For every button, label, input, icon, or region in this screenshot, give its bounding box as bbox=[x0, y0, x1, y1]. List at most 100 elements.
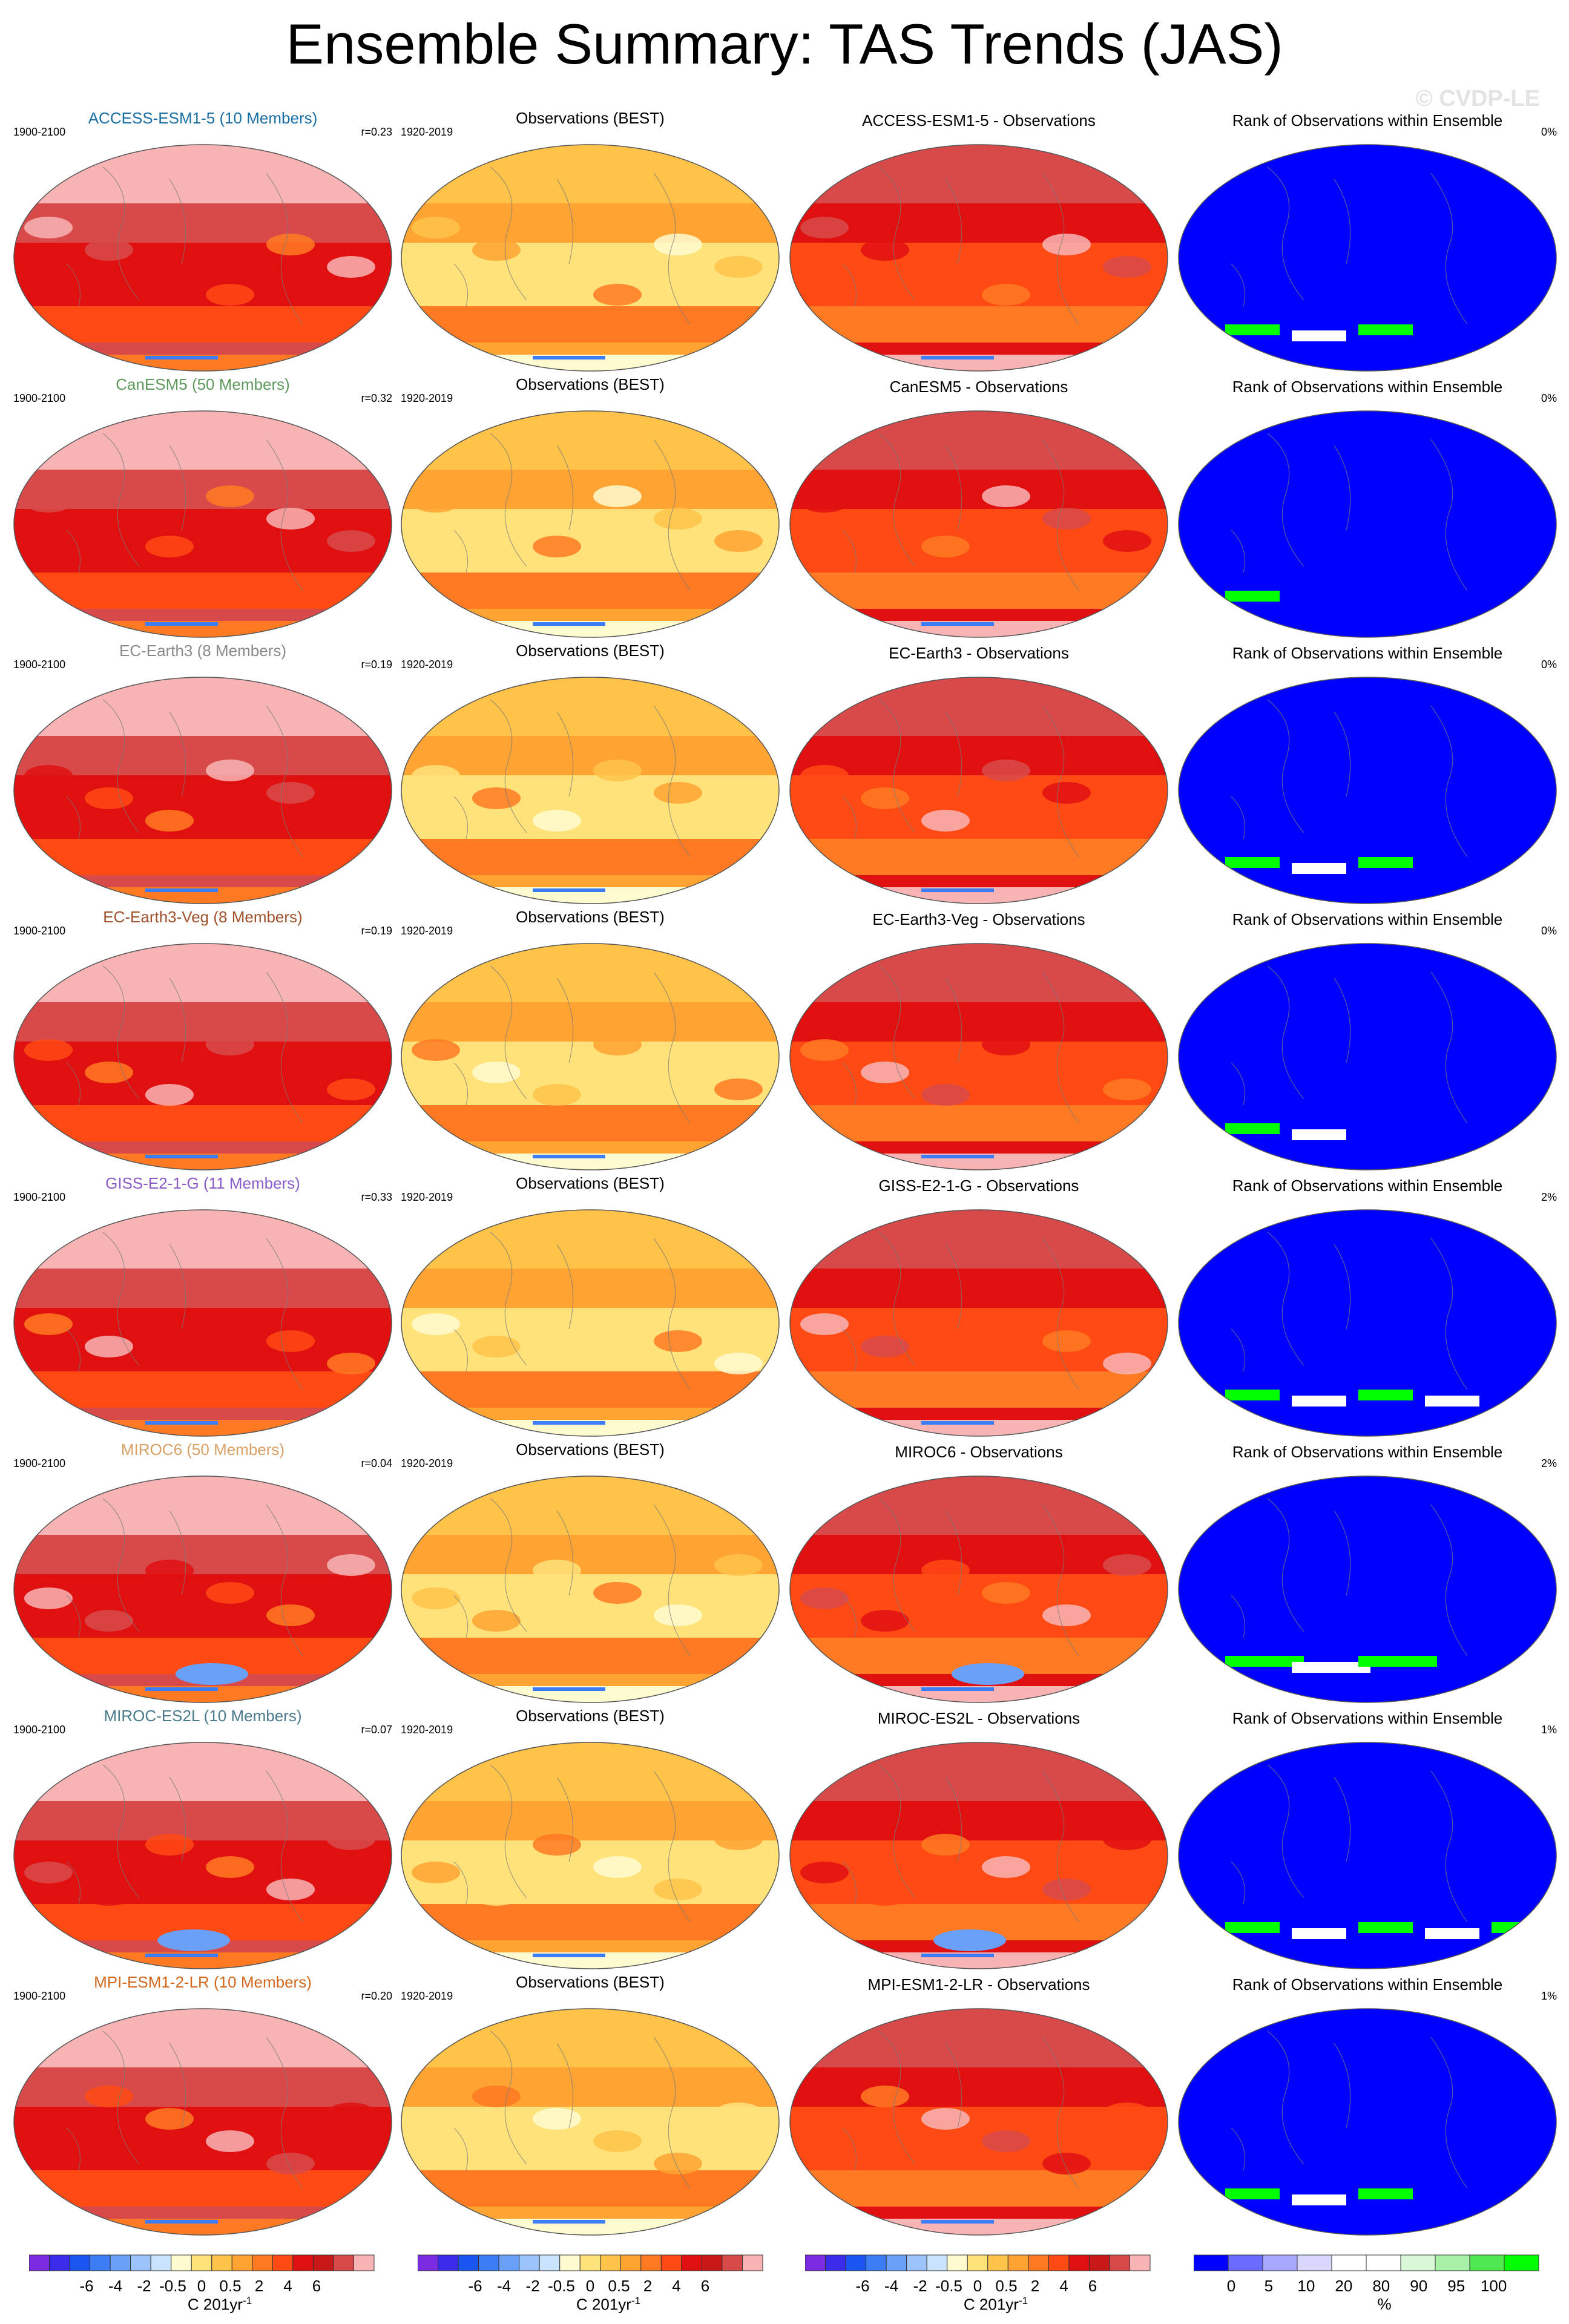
pattern-correlation: r=0.19 bbox=[361, 658, 392, 671]
colorbar-swatch bbox=[600, 2254, 621, 2271]
colorbar-swatch bbox=[825, 2254, 846, 2271]
colorbar-swatch bbox=[292, 2254, 314, 2271]
colorbar-swatch bbox=[579, 2254, 601, 2271]
diff-panel: MIROC-ES2L - Observations bbox=[788, 1707, 1169, 1973]
rank-panel: Rank of Observations within Ensemble 0% bbox=[1177, 642, 1558, 908]
colorbar-swatch bbox=[90, 2254, 111, 2271]
pattern-correlation: r=0.33 bbox=[361, 1191, 392, 1203]
colorbar-swatch bbox=[333, 2254, 354, 2271]
panel-title: ACCESS-ESM1-5 (10 Members) bbox=[88, 109, 318, 127]
colorbar-tick-label: 0 bbox=[1227, 2277, 1235, 2295]
colorbar-tick-label: 10 bbox=[1297, 2277, 1315, 2295]
panel-title: Observations (BEST) bbox=[516, 908, 665, 926]
panel-title: GISS-E2-1-G (11 Members) bbox=[105, 1174, 300, 1192]
model-panel: MPI-ESM1-2-LR (10 Members) 1900-2100 r=0.2… bbox=[12, 1973, 393, 2239]
model-panel: GISS-E2-1-G (11 Members) 1900-2100 r=0.33 bbox=[12, 1174, 393, 1440]
colorbar-tick-label: -6 bbox=[855, 2277, 869, 2295]
model-map bbox=[13, 410, 392, 638]
pattern-correlation: r=0.32 bbox=[361, 392, 392, 404]
obs-map bbox=[401, 1475, 780, 1703]
panel-title: Observations (BEST) bbox=[516, 1707, 665, 1725]
colorbar-tick-label: 100 bbox=[1481, 2277, 1507, 2295]
colorbar-tick-label: 80 bbox=[1372, 2277, 1390, 2295]
panel-title: EC-Earth3-Veg - Observations bbox=[872, 910, 1085, 928]
colorbar-swatch bbox=[539, 2254, 561, 2271]
pattern-correlation: r=0.04 bbox=[361, 1457, 392, 1469]
model-map bbox=[13, 943, 392, 1170]
colorbar-swatch bbox=[1435, 2254, 1470, 2271]
period-label: 1900-2100 bbox=[13, 925, 66, 937]
diff-map bbox=[789, 1209, 1168, 1437]
colorbar-tick-label: -4 bbox=[497, 2277, 511, 2295]
watermark: © CVDP-LE bbox=[1415, 86, 1540, 111]
rank-panel: Rank of Observations within Ensemble 0% bbox=[1177, 908, 1558, 1174]
colorbar-swatch bbox=[1088, 2254, 1110, 2271]
colorbar-unit: % bbox=[1377, 2295, 1392, 2313]
colorbar-swatch bbox=[150, 2254, 172, 2271]
panel-title: Observations (BEST) bbox=[516, 642, 665, 660]
model-panel: EC-Earth3 (8 Members) 1900-2100 r=0.19 bbox=[12, 642, 393, 908]
colorbar-swatch bbox=[620, 2254, 642, 2271]
colorbar-swatch bbox=[967, 2254, 988, 2271]
panel-title: MIROC-ES2L - Observations bbox=[877, 1709, 1081, 1727]
pattern-correlation: r=0.23 bbox=[361, 126, 392, 138]
colorbar-swatch bbox=[438, 2254, 459, 2271]
colorbar-tick-label: 0.5 bbox=[219, 2277, 241, 2295]
rank-map bbox=[1178, 1475, 1557, 1703]
panel-title: MIROC-ES2L (10 Members) bbox=[104, 1707, 302, 1725]
pattern-correlation: r=0.19 bbox=[361, 925, 392, 937]
colorbar-tick-label: 0 bbox=[197, 2277, 206, 2295]
model-map bbox=[13, 677, 392, 904]
period-label: 1920-2019 bbox=[401, 392, 453, 404]
colorbar-swatch bbox=[742, 2254, 763, 2271]
colorbar-swatch bbox=[701, 2254, 723, 2271]
colorbar-swatch bbox=[1331, 2254, 1367, 2271]
rank-map bbox=[1178, 2008, 1557, 2236]
colorbar-swatch bbox=[1007, 2254, 1029, 2271]
obs-map bbox=[401, 1742, 780, 1969]
rank-panel: Rank of Observations within Ensemble 2% bbox=[1177, 1174, 1558, 1440]
colorbar-swatch bbox=[29, 2254, 50, 2271]
diff-panel: EC-Earth3 - Observations bbox=[788, 642, 1169, 908]
colorbar-swatch bbox=[312, 2254, 334, 2271]
colorbar-swatch bbox=[69, 2254, 91, 2271]
model-panel: MIROC6 (50 Members) 1900-2100 r=0.04 bbox=[12, 1440, 393, 1707]
rank-map bbox=[1178, 943, 1557, 1170]
panel-title: Rank of Observations within Ensemble bbox=[1232, 1975, 1503, 1994]
rank-panel: Rank of Observations within Ensemble 0% bbox=[1177, 375, 1558, 642]
colorbar-unit: C 201yr-1 bbox=[963, 2295, 1028, 2314]
colorbar-swatch bbox=[805, 2254, 826, 2271]
model-map bbox=[13, 1475, 392, 1703]
panel-title: CanESM5 - Observations bbox=[889, 378, 1068, 396]
colorbar-swatch bbox=[1297, 2254, 1332, 2271]
rank-panel: Rank of Observations within Ensemble 0% bbox=[1177, 109, 1558, 375]
colorbar-swatch bbox=[1194, 2254, 1229, 2271]
period-label: 1920-2019 bbox=[401, 126, 453, 138]
colorbar-tick-label: 5 bbox=[1265, 2277, 1273, 2295]
period-label: 1900-2100 bbox=[13, 658, 66, 671]
colorbar-swatch bbox=[418, 2254, 439, 2271]
colorbar-swatch bbox=[722, 2254, 743, 2271]
panel-title: MPI-ESM1-2-LR - Observations bbox=[867, 1975, 1090, 1994]
rank-percent: 0% bbox=[1541, 392, 1557, 404]
colorbar-tick-label: 0.5 bbox=[608, 2277, 630, 2295]
period-label: 1900-2100 bbox=[13, 1990, 66, 2002]
colorbar-rank: 0 5 10 20 80 90 95 100% bbox=[1194, 2247, 1569, 2324]
panel-title: ACCESS-ESM1-5 - Observations bbox=[862, 111, 1096, 130]
colorbar-tick-label: 95 bbox=[1447, 2277, 1465, 2295]
model-panel: ACCESS-ESM1-5 (10 Members) 1900-2100 r=0.2… bbox=[12, 109, 393, 375]
period-label: 1900-2100 bbox=[13, 392, 66, 404]
colorbar-swatch bbox=[519, 2254, 540, 2271]
colorbar-swatch bbox=[866, 2254, 887, 2271]
colorbar-unit: C 201yr-1 bbox=[576, 2295, 641, 2314]
panel-title: Rank of Observations within Ensemble bbox=[1232, 644, 1503, 662]
obs-map bbox=[401, 410, 780, 638]
colorbar-swatch bbox=[252, 2254, 273, 2271]
rank-map bbox=[1178, 677, 1557, 904]
rank-map bbox=[1178, 1742, 1557, 1969]
obs-map bbox=[401, 2008, 780, 2236]
rank-map bbox=[1178, 144, 1557, 372]
colorbar-tick-label: 4 bbox=[1059, 2277, 1068, 2295]
diff-map bbox=[789, 1475, 1168, 1703]
colorbar-swatch bbox=[640, 2254, 662, 2271]
